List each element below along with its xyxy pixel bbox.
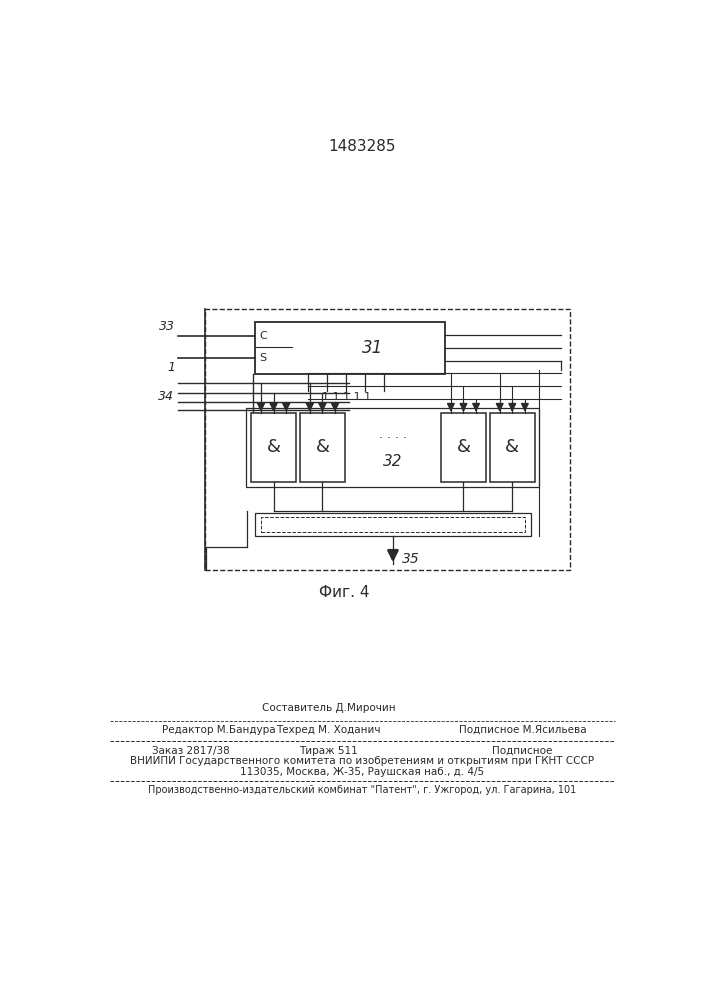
Text: &: & [267,438,281,456]
Text: Фиг. 4: Фиг. 4 [319,585,369,600]
Text: &: & [506,438,520,456]
Bar [255,513,531,536]
Text: Подписное: Подписное [492,746,553,756]
Bar [204,309,571,570]
Bar [261,517,525,532]
Bar [255,322,445,374]
Text: ВНИИПИ Государственного комитета по изобретениям и открытиям при ГКНТ СССР: ВНИИПИ Государственного комитета по изоб… [130,756,594,766]
Text: Редактор М.Бандура: Редактор М.Бандура [162,725,276,735]
Text: 1483285: 1483285 [328,139,396,154]
Text: C: C [259,331,267,341]
Text: Тираж 511: Тираж 511 [299,746,358,756]
Text: 32: 32 [383,454,403,469]
Text: S: S [259,353,267,363]
Text: 35: 35 [402,552,420,566]
Text: &: & [315,438,329,456]
Text: . . . .: . . . . [379,428,407,441]
Text: Заказ 2817/38: Заказ 2817/38 [152,746,230,756]
Bar [490,413,534,482]
Text: 1.1 1 1 1: 1.1 1 1 1 [322,392,370,402]
Text: Подписное М.Ясильева: Подписное М.Ясильева [459,725,586,735]
Text: 31: 31 [362,339,383,357]
Text: 33: 33 [159,320,175,333]
Bar [441,413,486,482]
Text: Составитель Д.Мирочин: Составитель Д.Мирочин [262,703,395,713]
Text: 34: 34 [158,390,175,403]
Text: Производственно-издательский комбинат "Патент", г. Ужгород, ул. Гагарина, 101: Производственно-издательский комбинат "П… [148,785,576,795]
Text: &: & [457,438,470,456]
Text: Техред М. Ходанич: Техред М. Ходанич [276,725,381,735]
Bar [300,413,345,482]
Text: 113035, Москва, Ж-35, Раушская наб., д. 4/5: 113035, Москва, Ж-35, Раушская наб., д. … [240,767,484,777]
Bar [251,413,296,482]
Text: 1: 1 [167,361,175,374]
Bar [247,408,539,487]
